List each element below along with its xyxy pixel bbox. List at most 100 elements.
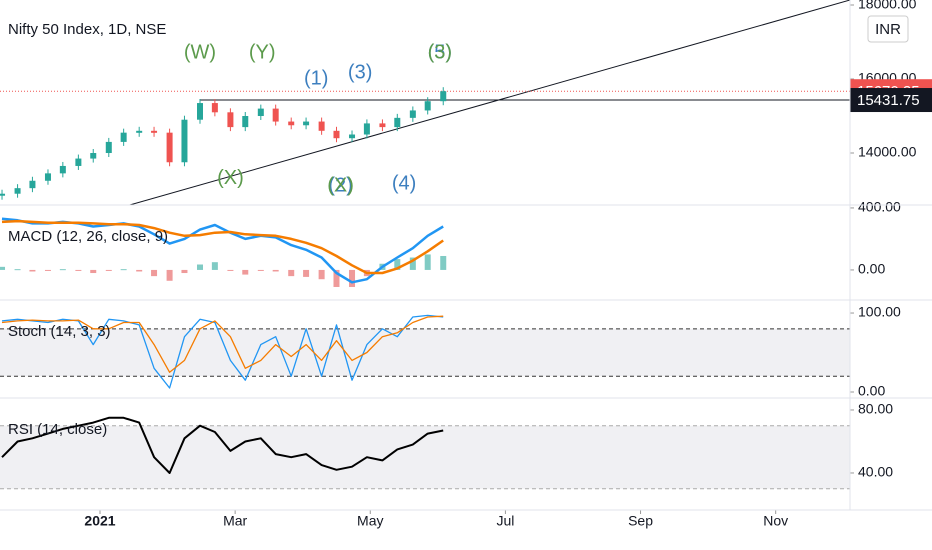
histogram-bar	[166, 269, 173, 281]
wave-label: (3)	[428, 41, 452, 63]
candle	[379, 123, 386, 128]
y-tick-label: 400.00	[858, 199, 901, 215]
histogram-bar	[257, 269, 264, 271]
wave-label: (X)	[327, 175, 354, 197]
candle	[318, 121, 325, 131]
histogram-bar	[105, 269, 112, 271]
histogram-bar	[227, 269, 234, 271]
candle	[75, 158, 82, 166]
candle	[211, 103, 218, 113]
series-line	[1, 219, 444, 275]
histogram-bar	[424, 254, 431, 270]
currency: INR	[875, 21, 901, 38]
candle	[44, 173, 51, 181]
candle	[333, 130, 340, 139]
candle	[363, 123, 370, 135]
candle	[59, 165, 66, 174]
candle	[303, 121, 310, 126]
candle	[424, 101, 431, 111]
price-label: 15431.75	[857, 92, 920, 109]
candle	[120, 132, 127, 142]
histogram-bar	[151, 269, 158, 277]
candle	[349, 134, 356, 139]
candle	[257, 108, 264, 117]
histogram-bar	[303, 269, 310, 277]
pane-title: Nifty 50 Index, 1D, NSE	[8, 21, 166, 38]
x-tick-label: 2021	[84, 513, 115, 529]
candle	[166, 132, 173, 163]
candle	[105, 141, 112, 154]
candle	[29, 180, 36, 189]
candle	[288, 121, 295, 126]
wave-label: (2)	[328, 175, 352, 197]
y-tick-label: 14000.00	[858, 144, 917, 160]
y-tick-label: 0.00	[858, 261, 885, 277]
histogram-bar	[0, 266, 6, 270]
histogram-bar	[59, 269, 66, 271]
wave-label: (Y)	[249, 41, 276, 63]
x-tick-label: Mar	[223, 513, 247, 529]
wave-label: (4)	[392, 173, 416, 195]
wave-label: (X)	[217, 167, 244, 189]
y-tick-label: 80.00	[858, 401, 893, 417]
x-tick-label: Sep	[628, 513, 653, 529]
pane-title: Stoch (14, 3, 3)	[8, 323, 111, 340]
candle	[197, 103, 203, 120]
series-line	[1, 315, 444, 373]
wave-label: (5)	[428, 41, 452, 63]
y-tick-label: 40.00	[858, 464, 893, 480]
histogram-bar	[120, 269, 127, 271]
histogram-bar	[14, 269, 21, 271]
trend-line	[129, 0, 850, 205]
y-tick-label: 0.00	[858, 383, 885, 399]
histogram-bar	[242, 269, 249, 275]
candle	[90, 153, 97, 159]
pane	[0, 314, 850, 389]
candle	[181, 119, 188, 163]
histogram-bar	[409, 257, 416, 270]
histogram-bar	[272, 269, 279, 272]
wave-label: (W)	[184, 41, 216, 63]
histogram-bar	[90, 269, 97, 274]
candle	[151, 130, 158, 133]
pane	[0, 217, 447, 287]
pane	[0, 0, 850, 205]
y-tick-label: 18000.00	[858, 0, 917, 12]
histogram-bar	[440, 255, 447, 270]
histogram-bar	[197, 264, 203, 270]
candle	[14, 188, 21, 194]
x-tick-label: Nov	[763, 513, 788, 529]
wave-label: (1)	[304, 67, 328, 89]
y-tick-label: 100.00	[858, 304, 901, 320]
pane-title: MACD (12, 26, close, 9)	[8, 228, 168, 245]
x-tick-label: Jul	[496, 513, 514, 529]
candle	[409, 110, 416, 118]
histogram-bar	[318, 269, 325, 280]
histogram-bar	[349, 269, 356, 287]
histogram-bar	[136, 269, 143, 272]
candle	[227, 112, 234, 128]
level-band	[0, 328, 850, 377]
histogram-bar	[394, 259, 401, 270]
x-tick-label: May	[357, 513, 383, 529]
candle	[272, 108, 279, 122]
candle	[136, 130, 143, 133]
series-line	[1, 416, 444, 474]
candle	[440, 91, 447, 102]
wave-label: (3)	[348, 62, 372, 84]
histogram-bar	[181, 269, 188, 274]
candle	[394, 117, 401, 128]
histogram-bar	[211, 262, 218, 270]
histogram-bar	[44, 269, 51, 271]
currency-box	[867, 15, 909, 43]
histogram-bar	[29, 269, 36, 272]
candle	[242, 116, 249, 128]
pane	[0, 416, 850, 490]
histogram-bar	[75, 269, 82, 271]
price-label-box	[850, 88, 932, 113]
histogram-bar	[288, 269, 295, 277]
histogram-bar	[333, 269, 340, 287]
candle	[0, 193, 6, 196]
pane-title: RSI (14, close)	[8, 421, 107, 438]
